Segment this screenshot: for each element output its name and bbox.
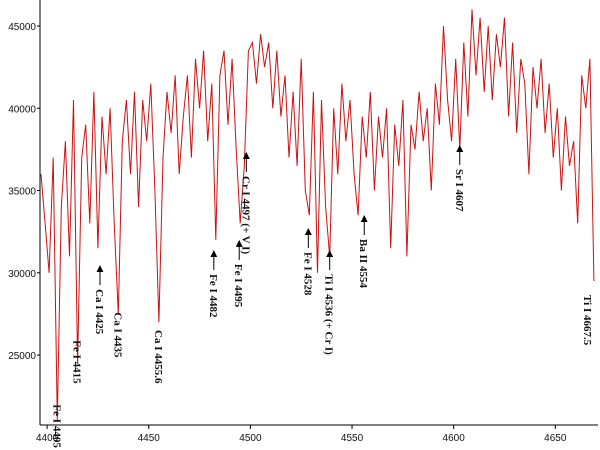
y-tick-label: 35000 <box>8 187 36 198</box>
x-tick-label: 4400 <box>36 433 59 444</box>
annotation-label: Sr I 4607 <box>453 169 465 212</box>
annotation-label: Ba II 4554 <box>357 239 369 288</box>
x-tick-label: 4500 <box>239 433 262 444</box>
annotation-label: Ca I 4455.6 <box>152 330 164 384</box>
y-tick-label: 30000 <box>8 269 36 280</box>
y-tick-label: 25000 <box>8 351 36 362</box>
x-tick-label: 4650 <box>544 433 567 444</box>
annotation-label: Ti I 4667.5 <box>581 295 593 346</box>
annotation-label: Ti I 4536 (+ Cr I) <box>323 274 335 355</box>
annotation-label: Ca I 4435 <box>111 312 123 358</box>
y-tick-label: 40000 <box>8 104 36 115</box>
x-tick-label: 4450 <box>138 433 161 444</box>
annotation-label: Ca I 4425 <box>93 289 105 335</box>
annotation-label: Fe I 4528 <box>301 252 313 296</box>
x-tick-label: 4600 <box>443 433 466 444</box>
spectrum-line <box>40 9 595 421</box>
annotation-label: Cr I 4497 (+ V I) <box>239 176 251 254</box>
annotation-label: Fe I 4482 <box>207 274 219 318</box>
y-tick-label: 45000 <box>8 22 36 33</box>
annotation-label: Fe I 4405 <box>50 404 62 448</box>
x-tick-label: 4550 <box>341 433 364 444</box>
annotation-label: Fe I 4415 <box>71 340 83 384</box>
annotation-label: Fe I 4495 <box>232 264 244 308</box>
